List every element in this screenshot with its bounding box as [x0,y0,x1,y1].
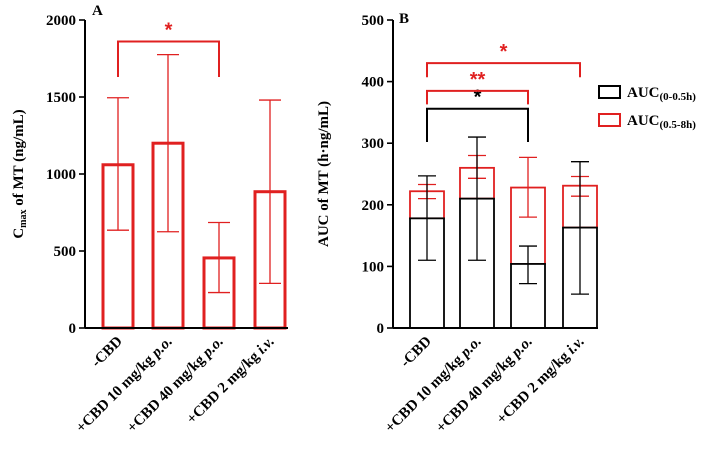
panel-b-category-0-text: -CBD [398,333,435,370]
panel-b-sig-0-label: * [474,87,482,109]
panel-b-category-3: +CBD 2 mg/kg i.v. [494,334,588,428]
panel-b-categories: -CBD+CBD 10 mg/kg p.o.+CBD 40 mg/kg p.o.… [382,333,588,436]
panel-a-ylabel-sub: max [18,209,29,227]
panel-b-tick-label-1: 100 [362,259,385,275]
panel-b-tick-label-3: 300 [362,136,385,152]
legend-swatch-late [598,113,621,127]
legend-label-late-main: AUC [627,113,660,129]
legend: AUC(0-0.5h) AUC(0.5-8h) [598,85,696,131]
panel-b-tick-label-2: 200 [362,198,385,214]
panel-b-tick-label-0: 0 [377,321,385,337]
panel-a-ylabel: Cmax of MT (ng/mL) [11,109,29,238]
panel-b-y-ticks: 0 100 200 300 400 500 [362,13,393,337]
panel-b-sig-2-bracket [426,62,581,78]
panel-b-bars [409,136,598,329]
panel-b: B AUC of MT (h·ng/mL) 0 100 200 300 400 500 *… [316,11,696,436]
panel-a-significance: * [117,20,220,77]
panel-a-letter: A [92,3,103,19]
panel-a-tick-label-2: 1000 [46,167,76,183]
legend-label-early-sub: (0-0.5h) [660,91,697,103]
panel-b-significance: **** [426,41,581,142]
panel-a-category-0-text: -CBD [89,333,126,370]
panel-b-category-0: -CBD [398,333,435,370]
panel-a-bars [101,54,287,330]
panel-b-letter: B [399,11,409,27]
panel-b-sig-0-bracket [426,107,529,142]
panel-b-category-2: +CBD 40 mg/kg p.o. [433,334,536,437]
panel-b-ylabel: AUC of MT (h·ng/mL) [316,101,332,247]
legend-label-early-main: AUC [627,85,660,101]
panel-a-category-1: +CBD 10 mg/kg p.o. [73,334,176,437]
panel-a-tick-label-1: 500 [54,244,77,260]
panel-a-sig-0-label: * [165,20,173,42]
panel-a-category-0: -CBD [89,333,126,370]
panel-a-category-2: +CBD 40 mg/kg p.o. [124,334,227,437]
panel-a-sig-0-bracket [117,40,220,77]
panel-b-tick-label-5: 500 [362,13,385,29]
legend-swatch-early [598,85,621,99]
panel-a-tick-label-3: 1500 [46,90,76,106]
panel-a-category-3: +CBD 2 mg/kg i.v. [184,334,278,428]
panel-a-tick-label-4: 2000 [46,13,76,29]
panel-b-tick-label-4: 400 [362,75,385,91]
panel-b-sig-2-label: * [500,41,508,63]
panel-b-sig-1-bracket [426,89,529,105]
panel-a-ylabel-main: C [11,228,27,239]
panel-a-y-ticks: 0 500 1000 1500 2000 [46,13,85,337]
panel-a-ylabel-rest: of MT (ng/mL) [11,109,27,209]
panel-a-categories: -CBD+CBD 10 mg/kg p.o.+CBD 40 mg/kg p.o.… [73,333,278,436]
legend-label-late: AUC(0.5-8h) [627,113,696,131]
legend-label-early: AUC(0-0.5h) [627,85,696,103]
panel-b-sig-1-label: ** [470,69,486,91]
legend-label-late-sub: (0.5-8h) [660,119,697,131]
panel-a-tick-label-0: 0 [69,321,77,337]
panel-b-category-1: +CBD 10 mg/kg p.o. [382,334,485,437]
